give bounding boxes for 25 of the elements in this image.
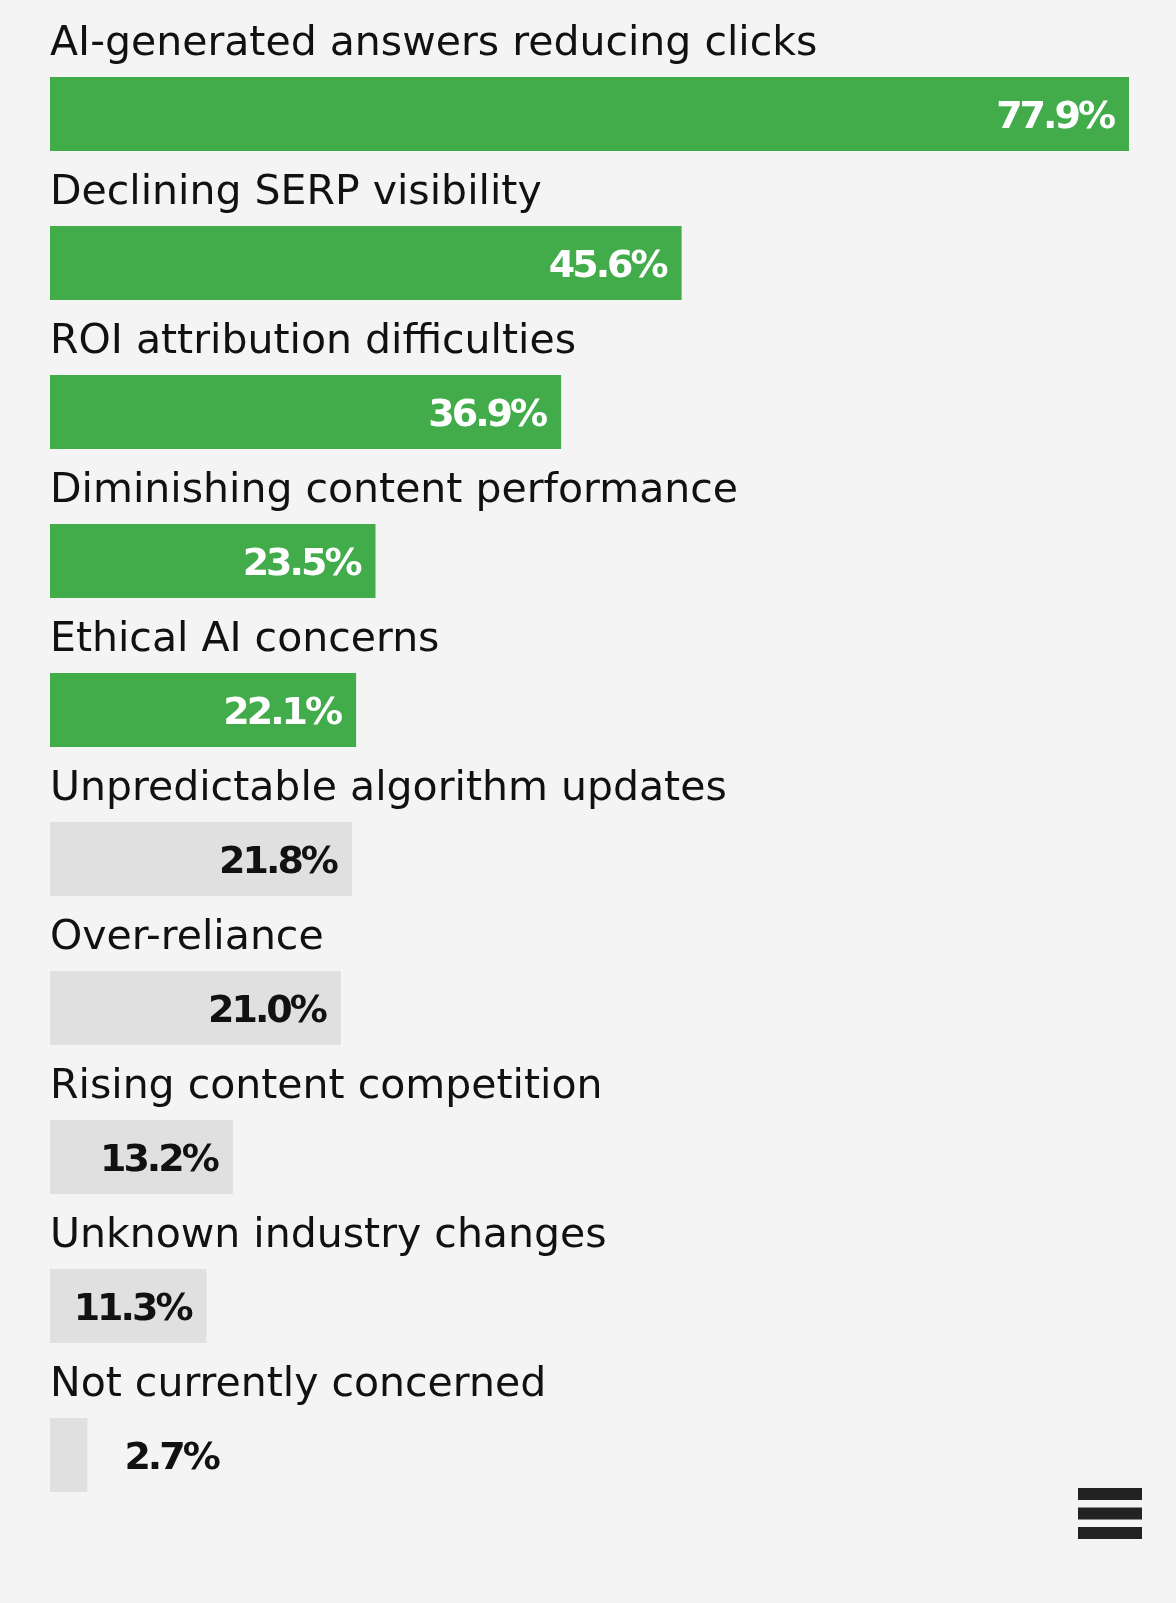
data-label: 23.5% [242, 540, 362, 584]
y-tick-label: ROI attribution difficulties [50, 314, 577, 363]
data-label: 45.6% [548, 242, 668, 286]
y-tick-label: Not currently concerned [50, 1357, 547, 1406]
y-tick-label: AI-generated answers reducing clicks [50, 16, 818, 65]
data-label: 2.7% [124, 1434, 220, 1478]
bar [50, 524, 376, 598]
y-tick-label: Declining SERP visibility [50, 165, 542, 214]
y-tick-label: Ethical AI concerns [50, 612, 440, 661]
y-tick-label: Diminishing content performance [50, 463, 739, 512]
data-label: 21.0% [208, 987, 327, 1031]
y-tick-label: Over-reliance [50, 910, 324, 959]
y-tick-label: Unpredictable algorithm updates [50, 761, 727, 810]
data-label: 36.9% [428, 391, 548, 435]
y-tick-label: Unknown industry changes [50, 1208, 607, 1257]
data-label: 21.8% [219, 838, 338, 882]
bar [50, 375, 562, 449]
data-label: 22.1% [223, 689, 343, 733]
data-label: 11.3% [73, 1285, 193, 1329]
data-label: 77.9% [996, 93, 1115, 137]
bar [50, 77, 1129, 151]
data-label: 13.2% [99, 1136, 219, 1180]
bar [50, 673, 357, 747]
bar [50, 226, 682, 300]
y-tick-label: Rising content competition [50, 1059, 603, 1108]
